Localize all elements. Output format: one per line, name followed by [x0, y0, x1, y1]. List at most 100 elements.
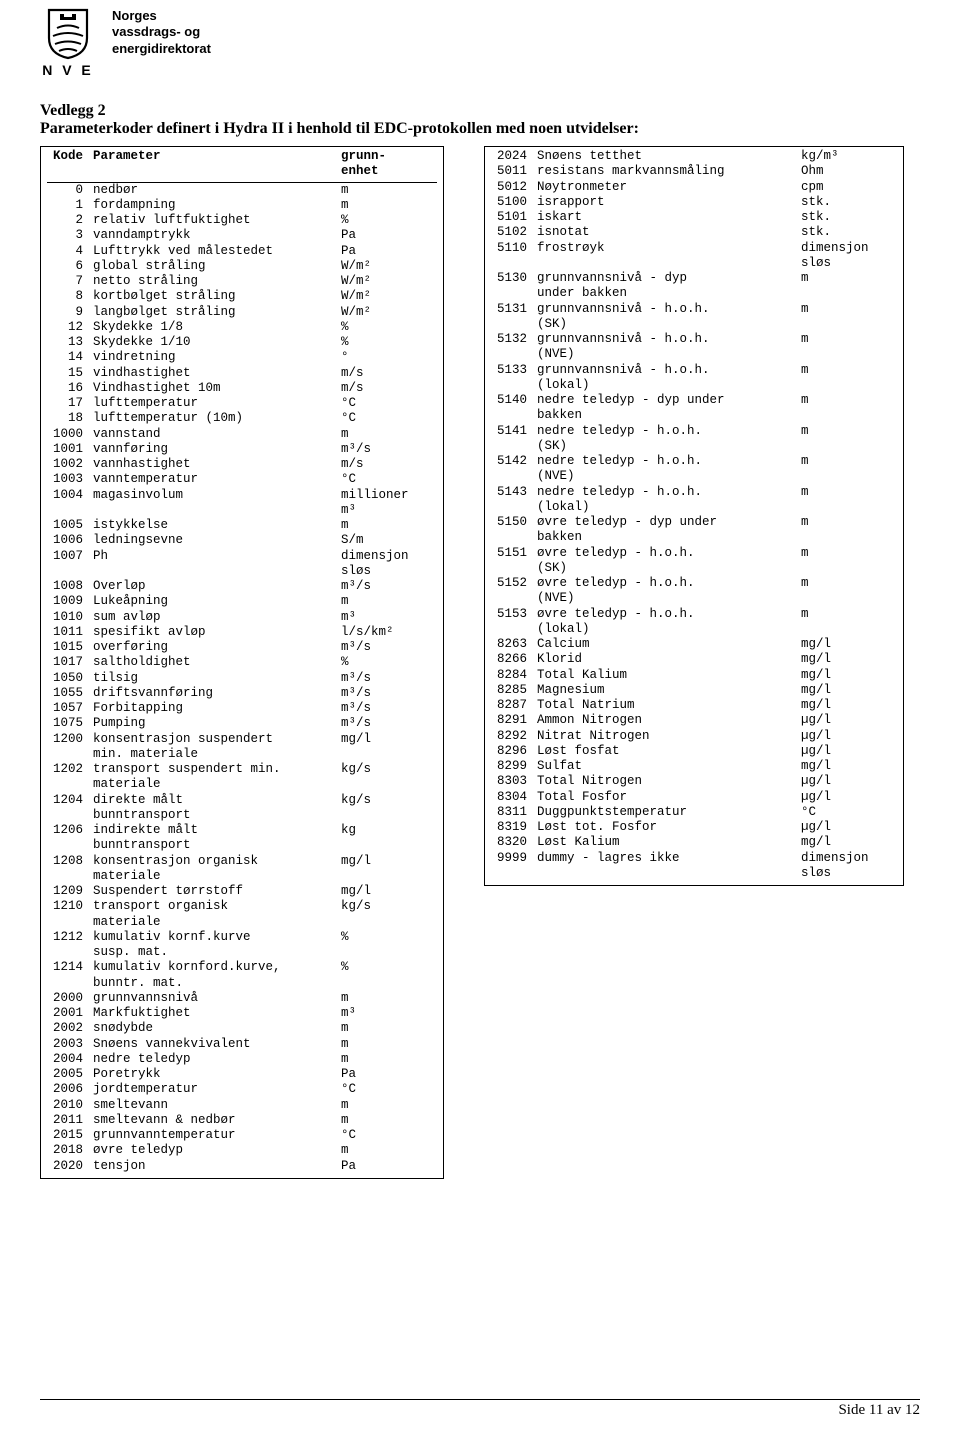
cell-kode: 1009	[47, 594, 93, 609]
cell-parameter: nedre teledyp - h.o.h.	[537, 485, 801, 500]
cell-kode	[491, 500, 537, 515]
cell-parameter: frostrøyk	[537, 241, 801, 256]
cell-parameter: isnotat	[537, 225, 801, 240]
cell-parameter: Ammon Nitrogen	[537, 713, 801, 728]
table-row: 1214kumulativ kornford.kurve,%	[47, 960, 437, 975]
cell-unit: m³	[341, 1006, 437, 1021]
cell-kode: 8287	[491, 698, 537, 713]
cell-unit: stk.	[801, 210, 897, 225]
cell-kode: 5143	[491, 485, 537, 500]
cell-kode: 7	[47, 274, 93, 289]
cell-parameter: nedbør	[93, 183, 341, 198]
cell-parameter: transport suspendert min.	[93, 762, 341, 777]
table-row: 2024Snøens tetthetkg/m³	[491, 149, 897, 164]
table-row: 3vanndamptrykkPa	[47, 228, 437, 243]
cell-kode: 1214	[47, 960, 93, 975]
table-row: (lokal)	[491, 622, 897, 637]
table-row: 1015overføringm³/s	[47, 640, 437, 655]
cell-kode	[491, 866, 537, 881]
table-row: 1009Lukeåpningm	[47, 594, 437, 609]
table-row: 8263Calciummg/l	[491, 637, 897, 652]
cell-kode: 1000	[47, 427, 93, 442]
table-row: 8299Sulfatmg/l	[491, 759, 897, 774]
cell-parameter: Snøens tetthet	[537, 149, 801, 164]
cell-parameter: overføring	[93, 640, 341, 655]
cell-unit: mg/l	[801, 652, 897, 667]
cell-parameter: fordampning	[93, 198, 341, 213]
cell-kode	[47, 976, 93, 991]
cell-kode: 8304	[491, 790, 537, 805]
cell-parameter: vannføring	[93, 442, 341, 457]
table-row: 1007Phdimensjon	[47, 549, 437, 564]
table-row: 8287Total Natriummg/l	[491, 698, 897, 713]
table-row: 1210transport organiskkg/s	[47, 899, 437, 914]
cell-kode: 1003	[47, 472, 93, 487]
cell-kode: 1011	[47, 625, 93, 640]
cell-parameter: lufttemperatur	[93, 396, 341, 411]
cell-unit: m/s	[341, 457, 437, 472]
table-row: 9999dummy - lagres ikkedimensjon	[491, 851, 897, 866]
cell-parameter: Calcium	[537, 637, 801, 652]
cell-kode: 2015	[47, 1128, 93, 1143]
cell-unit: millioner	[341, 488, 437, 503]
cell-kode: 1008	[47, 579, 93, 594]
table-row: 1050tilsigm³/s	[47, 671, 437, 686]
cell-parameter: Total Kalium	[537, 668, 801, 683]
cell-unit: m³/s	[341, 579, 437, 594]
cell-unit	[341, 838, 437, 853]
cell-unit: %	[341, 930, 437, 945]
cell-parameter: (NVE)	[537, 591, 801, 606]
cell-kode: 8311	[491, 805, 537, 820]
table-row: 17lufttemperatur°C	[47, 396, 437, 411]
table-row: 1075Pumpingm³/s	[47, 716, 437, 731]
table-row: sløs	[491, 256, 897, 271]
org-name-line2: vassdrags- og	[112, 24, 200, 39]
cell-kode: 18	[47, 411, 93, 426]
cell-parameter: (lokal)	[537, 500, 801, 515]
cell-unit: °	[341, 350, 437, 365]
table-row: 14vindretning°	[47, 350, 437, 365]
cell-kode: 1002	[47, 457, 93, 472]
cell-kode: 0	[47, 183, 93, 198]
cell-kode: 8296	[491, 744, 537, 759]
table-row: 8303Total Nitrogenµg/l	[491, 774, 897, 789]
cell-unit: mg/l	[801, 835, 897, 850]
table-row: 1005istykkelsem	[47, 518, 437, 533]
cell-parameter: transport organisk	[93, 899, 341, 914]
cell-unit: Ohm	[801, 164, 897, 179]
cell-kode: 9999	[491, 851, 537, 866]
cell-unit	[341, 747, 437, 762]
table-row: 9langbølget strålingW/m²	[47, 305, 437, 320]
left-column: Kode Parameter grunn-enhet 0nedbørm1ford…	[40, 146, 444, 1179]
cell-unit: %	[341, 655, 437, 670]
cell-unit: %	[341, 335, 437, 350]
cell-kode: 5153	[491, 607, 537, 622]
table-row: 5110frostrøykdimensjon	[491, 241, 897, 256]
cell-kode: 5151	[491, 546, 537, 561]
cell-kode	[47, 869, 93, 884]
cell-unit: µg/l	[801, 713, 897, 728]
table-row: 2015grunnvanntemperatur°C	[47, 1128, 437, 1143]
cell-parameter: bunntransport	[93, 838, 341, 853]
cell-kode: 2010	[47, 1098, 93, 1113]
table-row: 8kortbølget strålingW/m²	[47, 289, 437, 304]
cell-kode: 1007	[47, 549, 93, 564]
cell-parameter	[93, 564, 341, 579]
cell-unit: kg/m³	[801, 149, 897, 164]
cell-unit: m	[801, 515, 897, 530]
cell-unit: m	[801, 332, 897, 347]
cell-parameter: Ph	[93, 549, 341, 564]
table-row: 1fordampningm	[47, 198, 437, 213]
cell-unit	[801, 469, 897, 484]
cell-unit: m³/s	[341, 701, 437, 716]
table-row: 1017saltholdighet%	[47, 655, 437, 670]
cell-kode: 8284	[491, 668, 537, 683]
table-row: 8292Nitrat Nitrogenµg/l	[491, 729, 897, 744]
cell-kode: 2011	[47, 1113, 93, 1128]
cell-kode: 1212	[47, 930, 93, 945]
cell-kode	[47, 838, 93, 853]
cell-parameter: nedre teledyp - dyp under	[537, 393, 801, 408]
cell-kode: 2020	[47, 1159, 93, 1174]
cell-unit: m	[341, 1037, 437, 1052]
cell-parameter: nedre teledyp - h.o.h.	[537, 424, 801, 439]
